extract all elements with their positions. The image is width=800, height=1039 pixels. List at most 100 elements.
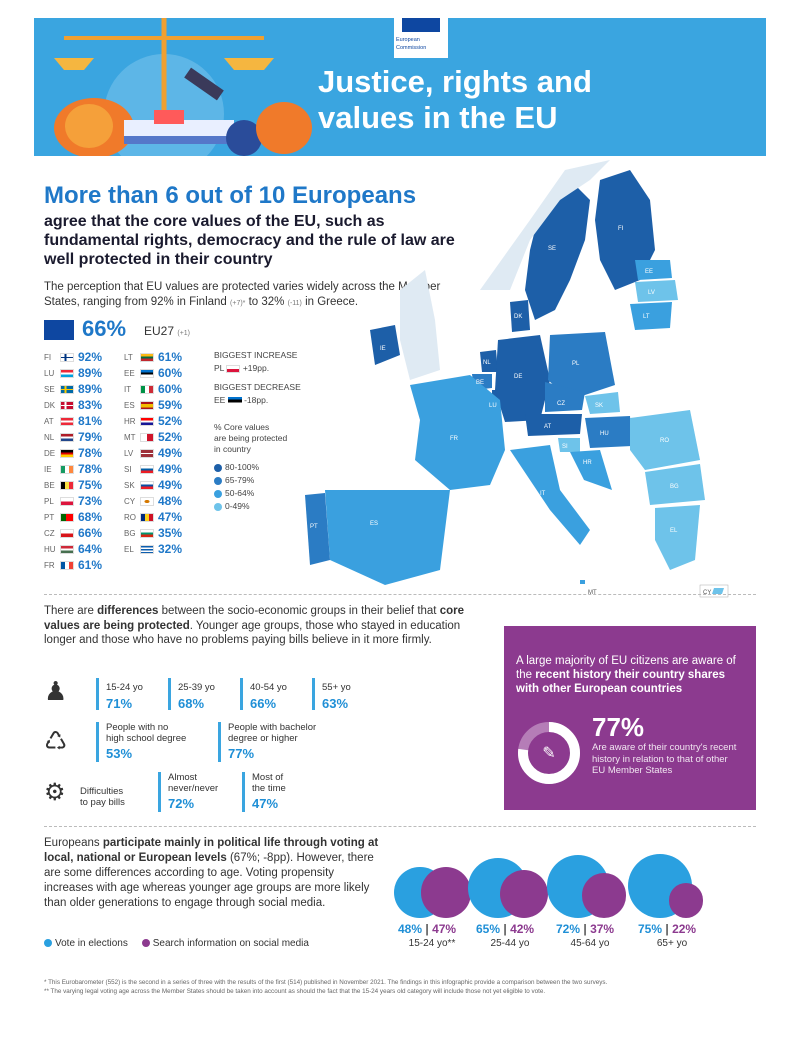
svg-text:IE: IE: [380, 346, 386, 352]
map-region-ie: [370, 325, 400, 365]
country-value: 48%: [158, 494, 183, 508]
biggest-decrease-row: EE -18pp.: [214, 395, 269, 405]
country-value: 61%: [158, 350, 183, 364]
european-commission-logo: European Commission: [394, 18, 448, 58]
country-row-se: SE 89%: [44, 382, 164, 398]
map-region-cz: [545, 382, 585, 412]
age-bar: [240, 678, 243, 710]
map-region-it: [510, 445, 590, 545]
svg-text:CY: CY: [703, 590, 711, 596]
si-flag-icon: [140, 465, 154, 474]
europe-map: FI SE EE LV LT DK IE NL BE LU DE PL CZ S…: [305, 160, 729, 598]
bills-option-label: Most of the time: [252, 772, 286, 794]
map-region-pt: [305, 493, 330, 565]
country-code: NL: [44, 433, 55, 442]
country-value: 81%: [78, 414, 103, 428]
age-bar: [312, 678, 315, 710]
bills-value: 72%: [168, 796, 195, 811]
history-donut-chart: ✎: [518, 722, 580, 784]
map-region-mt: [580, 580, 585, 584]
country-value: 68%: [78, 510, 103, 524]
svg-text:BE: BE: [476, 380, 484, 386]
country-value: 92%: [78, 350, 103, 364]
edu-value: 53%: [106, 746, 133, 761]
voting-paragraph: Europeans participate mainly in politica…: [44, 837, 379, 909]
country-value: 47%: [158, 510, 183, 524]
fr-flag-icon: [60, 561, 74, 570]
vote-values: 75% | 22%: [638, 922, 697, 936]
country-row-si: SI 49%: [124, 462, 244, 478]
country-code: LV: [124, 449, 134, 458]
country-row-cy: CY 48%: [124, 494, 244, 510]
eu-average-label: EU27 (+1): [144, 324, 191, 338]
de-flag-icon: [60, 449, 74, 458]
country-value: 89%: [78, 382, 103, 396]
country-row-pl: PL 73%: [44, 494, 164, 510]
lv-flag-icon: [140, 449, 154, 458]
vote-values: 65% | 42%: [476, 922, 535, 936]
country-code: DE: [44, 449, 56, 458]
pl-flag-icon: [226, 364, 241, 373]
map-region-bg: [645, 464, 705, 505]
voting-legend: Vote in elections Search information on …: [44, 938, 309, 949]
biggest-decrease-label: BIGGEST DECREASE: [214, 382, 301, 392]
country-code: BG: [124, 529, 136, 538]
country-value: 52%: [158, 414, 183, 428]
country-row-ee: EE 60%: [124, 366, 244, 382]
country-row-fi: FI 92%: [44, 350, 164, 366]
euro-gear-icon: ⚙: [44, 779, 66, 806]
mt-flag-icon: [140, 433, 154, 442]
country-row-bg: BG 35%: [124, 526, 244, 542]
lu-flag-icon: [60, 369, 74, 378]
country-value: 52%: [158, 430, 183, 444]
graduation-cap-icon: ♺: [44, 726, 68, 756]
country-code: LT: [124, 353, 133, 362]
sk-flag-icon: [140, 481, 154, 490]
svg-text:LV: LV: [648, 290, 655, 296]
country-value: 49%: [158, 462, 183, 476]
age-value: 63%: [322, 696, 349, 711]
page-title: Justice, rights and values in the EU: [318, 64, 592, 135]
country-value: 32%: [158, 542, 183, 556]
svg-text:NL: NL: [483, 360, 491, 366]
history-awareness-pct-text: Are aware of their country's recent hist…: [592, 742, 737, 776]
svg-text:HR: HR: [583, 460, 592, 466]
legend-range: 65-79%: [214, 475, 254, 485]
country-code: RO: [124, 513, 136, 522]
country-row-be: BE 75%: [44, 478, 164, 494]
social-bubble: [581, 873, 627, 918]
age-label: 40-54 yo: [250, 682, 287, 693]
biggest-increase-label: BIGGEST INCREASE: [214, 350, 298, 360]
vote-age-label: 65+ yo: [656, 938, 688, 949]
svg-text:SI: SI: [562, 444, 568, 450]
country-value: 73%: [78, 494, 103, 508]
country-value: 78%: [78, 446, 103, 460]
logo-text-line2: Commission: [396, 45, 427, 51]
country-code: CZ: [44, 529, 55, 538]
country-code: IT: [124, 385, 132, 394]
country-row-es: ES 59%: [124, 398, 244, 414]
svg-text:DK: DK: [514, 314, 522, 320]
country-row-fr: FR 61%: [44, 558, 164, 574]
edu-bar: [96, 722, 99, 762]
svg-text:SE: SE: [548, 246, 556, 252]
svg-text:FI: FI: [618, 226, 624, 232]
country-value: 59%: [158, 398, 183, 412]
map-region-pl: [548, 332, 615, 400]
country-row-ie: IE 78%: [44, 462, 164, 478]
history-donut-arc: [518, 722, 580, 784]
country-row-lu: LU 89%: [44, 366, 164, 382]
country-value: 78%: [78, 462, 103, 476]
socio-paragraph: There are differences between the socio-…: [44, 605, 464, 646]
country-code: HR: [124, 417, 136, 426]
book-icon: ✎: [542, 745, 555, 762]
country-value: 49%: [158, 446, 183, 460]
svg-text:BG: BG: [670, 484, 679, 490]
vote-age-label: 15-24 yo**: [408, 938, 456, 949]
country-code: MT: [124, 433, 136, 442]
country-code: SK: [124, 481, 135, 490]
headline: More than 6 out of 10 Europeans: [44, 182, 417, 209]
map-region-dk: [510, 300, 530, 332]
history-awareness-pct: 77%: [592, 712, 645, 742]
map-region-fr: [410, 375, 505, 490]
